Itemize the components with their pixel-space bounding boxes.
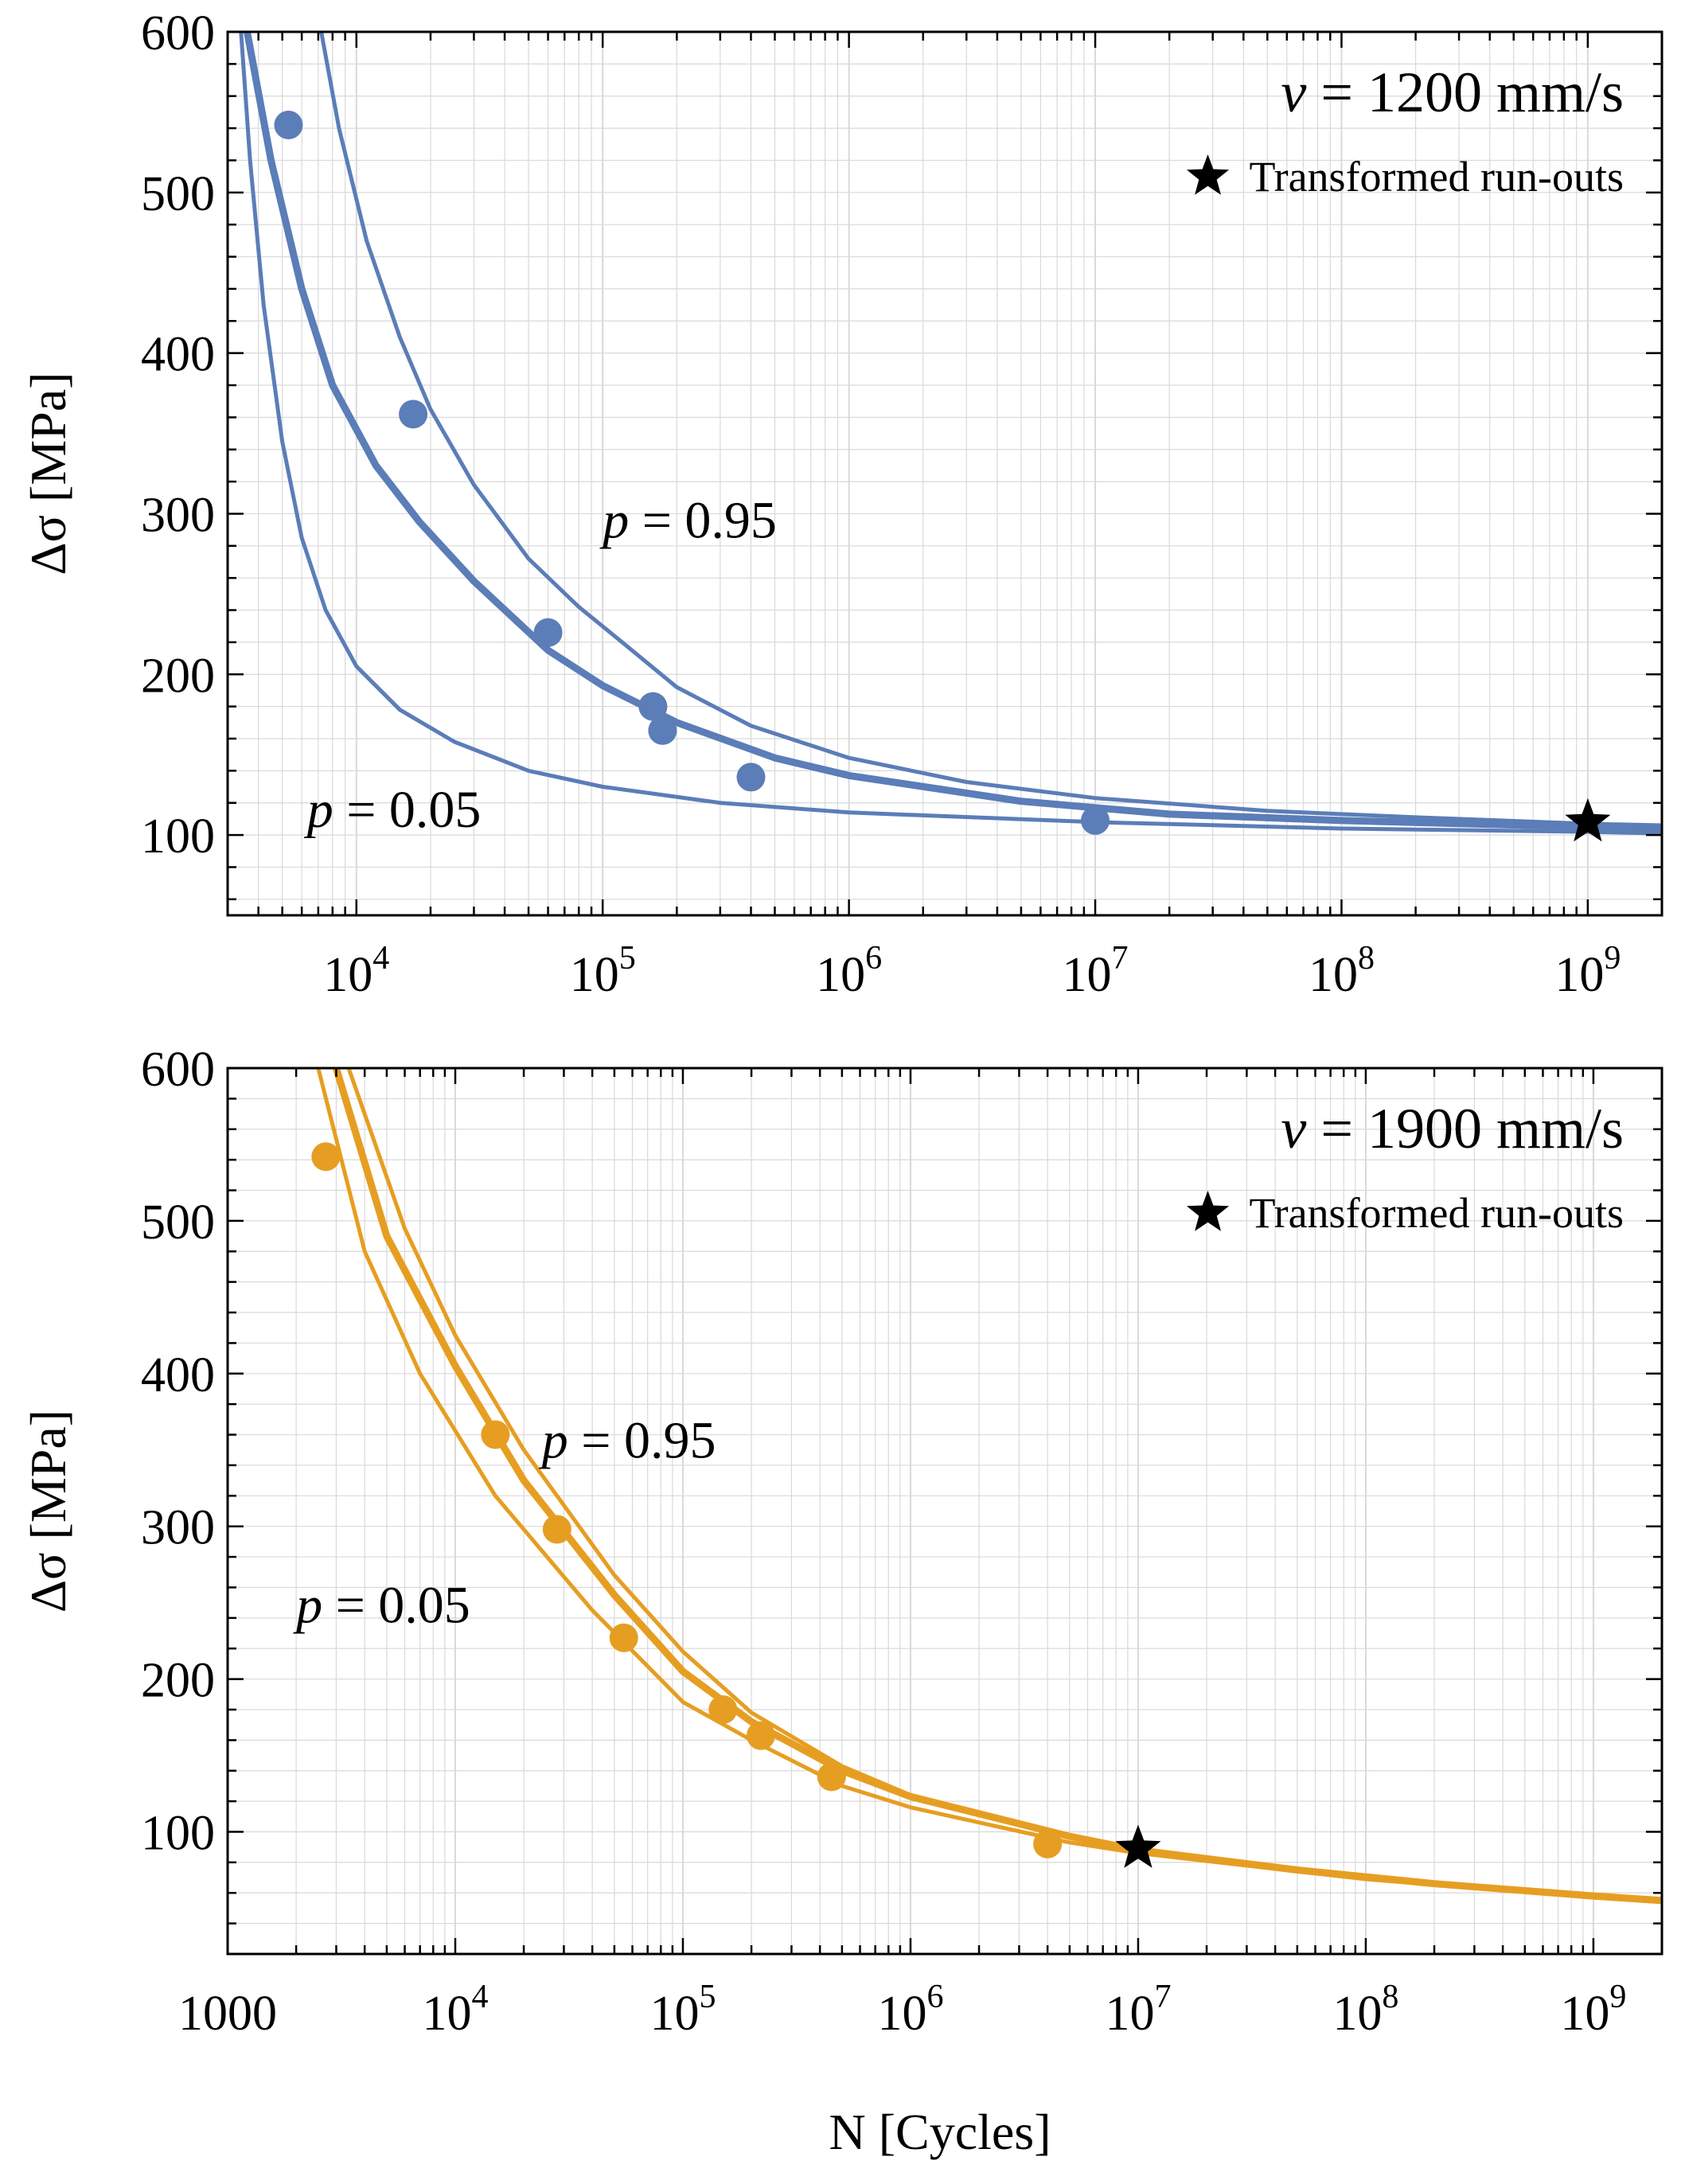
x-tick-label: 1000 [178,1987,277,2041]
bottom-ticks: 100 200 300 400 500 600 1000 104 105 106 107 108 109 [141,1043,1664,2041]
data-point [399,400,428,429]
x-tick-label: 107 [1063,940,1129,1002]
data-point [311,1142,341,1172]
x-tick-label: 108 [1309,940,1375,1002]
bottom-data-points [311,1142,1161,1868]
y-tick-label: 600 [141,1043,215,1097]
x-tick-label: 106 [877,1979,943,2041]
top-ticks: 100 200 300 400 500 600 104 105 106 107 108 109 [141,6,1664,1002]
median-curve [244,32,1662,833]
y-tick-label: 400 [141,1348,215,1402]
bound-curve-005 [316,1068,1662,1905]
bottom-y-axis-label: Δσ [MPa] [20,1410,76,1613]
top-y-axis-label: Δσ [MPa] [20,372,76,575]
probability-annotation: p = 0.95 [539,1411,716,1469]
y-tick-label: 500 [141,167,215,221]
y-tick-label: 300 [141,1501,215,1555]
y-tick-label: 500 [141,1195,215,1250]
probability-annotation: p = 0.05 [304,781,482,839]
y-tick-label: 200 [141,649,215,703]
x-tick-label: 108 [1332,1979,1398,2041]
x-tick-label: 105 [570,940,636,1002]
x-tick-label: 109 [1554,940,1621,1002]
data-point [609,1623,638,1652]
data-point [481,1420,510,1449]
y-tick-label: 100 [141,809,215,864]
top-data-points [274,111,1611,842]
bound-curve-095 [319,32,1662,828]
legend-label: Transformed run-outs [1250,1189,1624,1237]
x-tick-label: 105 [649,1979,716,2041]
y-tick-label: 400 [141,328,215,382]
top-legend: v = 1200 mm/s Transformed run-outs [1186,60,1624,201]
top-curves [239,32,1662,836]
data-point [542,1515,571,1544]
data-point [736,762,766,792]
data-point [638,692,668,721]
top-annotations: p = 0.95 p = 0.05 [304,492,777,839]
panel-title: v = 1200 mm/s [1281,60,1624,124]
data-point [1033,1829,1063,1858]
x-tick-label: 104 [323,940,389,1002]
bottom-grid [227,1067,1663,1955]
legend-label: Transformed run-outs [1250,153,1624,201]
probability-annotation: p = 0.05 [293,1577,470,1635]
y-tick-label: 300 [141,488,215,542]
data-point [533,618,563,647]
data-point [648,716,677,745]
data-point [1081,805,1110,835]
bottom-panel: 100 200 300 400 500 600 1000 104 105 106 107 108 109… [20,1043,1664,2041]
y-tick-label: 600 [141,6,215,60]
bottom-legend: v = 1900 mm/s Transformed run-outs [1186,1097,1624,1237]
y-tick-label: 100 [141,1806,215,1860]
top-plot-frame [226,30,1664,917]
bottom-annotations: p = 0.95 p = 0.05 [293,1411,716,1634]
y-tick-label: 200 [141,1654,215,1708]
x-axis-label: N [Cycles] [829,2104,1051,2160]
runout-star [1565,798,1611,842]
x-tick-label: 106 [816,940,882,1002]
x-tick-label: 109 [1560,1979,1626,2041]
data-point [746,1721,775,1750]
bound-curve-005 [239,32,1662,836]
data-point [817,1762,846,1792]
data-point [708,1695,738,1724]
bottom-plot-frame [226,1067,1664,1956]
top-panel: 100 200 300 400 500 600 104 105 106 107 108 109 p =… [20,6,1664,1002]
x-tick-label: 104 [422,1979,488,2041]
legend-star-icon [1186,154,1230,195]
runout-star [1115,1824,1161,1868]
probability-annotation: p = 0.95 [599,492,777,550]
data-point [274,111,303,140]
x-tick-label: 107 [1105,1979,1171,2041]
panel-title: v = 1900 mm/s [1281,1097,1624,1160]
legend-star-icon [1186,1191,1230,1231]
